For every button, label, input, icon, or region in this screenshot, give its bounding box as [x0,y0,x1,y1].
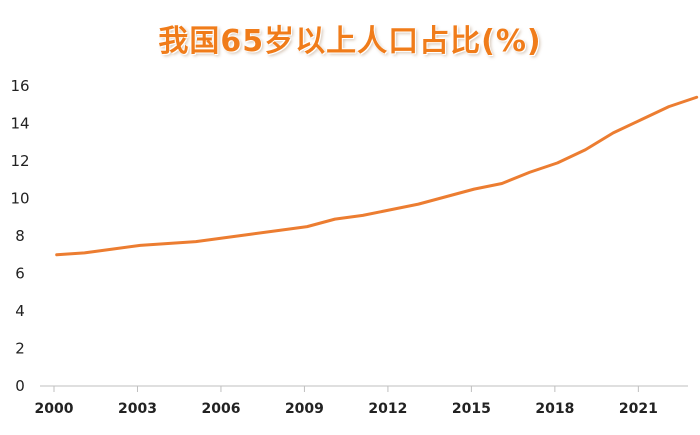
data-point [667,105,670,108]
data-point [55,253,58,256]
y-tick-label: 6 [15,265,25,283]
y-tick-label: 14 [10,115,29,133]
y-tick-label: 2 [15,340,25,358]
data-point [556,161,559,164]
y-tick-label: 0 [15,377,25,395]
x-axis: 2000 2003 2006 2009 2012 2015 2018 2021 [35,385,688,417]
data-point [333,218,336,221]
series-group [55,95,699,257]
x-tick-label: 2018 [535,401,574,417]
data-point [640,118,643,121]
data-point [306,225,309,228]
x-tick-label: 2000 [35,401,74,417]
data-point [473,188,476,191]
data-point [278,229,281,232]
x-tick-label: 2009 [285,401,324,417]
series-line [55,95,699,257]
data-point [222,236,225,239]
data-point [389,208,392,211]
data-point [111,248,114,251]
data-point [695,96,698,99]
y-tick-label: 12 [10,152,29,170]
y-tick-label: 8 [15,227,25,245]
data-point [250,233,253,236]
x-tick-label: 2012 [368,401,407,417]
data-point [167,242,170,245]
data-point [528,171,531,174]
data-point [194,240,197,243]
y-axis: 0 2 4 6 8 10 12 14 16 [10,77,29,395]
chart-title: 我国65岁以上人口占比(%) [158,24,542,59]
y-tick-label: 16 [10,77,29,95]
data-point [417,203,420,206]
data-point [361,214,364,217]
data-point [445,195,448,198]
y-tick-label: 4 [15,302,25,320]
x-tick-label: 2021 [619,401,658,417]
x-tick-label: 2006 [201,401,240,417]
data-point [612,131,615,134]
data-point [500,182,503,185]
data-point [584,148,587,151]
x-tick-label: 2015 [452,401,491,417]
y-tick-label: 10 [10,190,29,208]
x-tick-label: 2003 [118,401,157,417]
data-point [83,251,86,254]
data-point [139,244,142,247]
